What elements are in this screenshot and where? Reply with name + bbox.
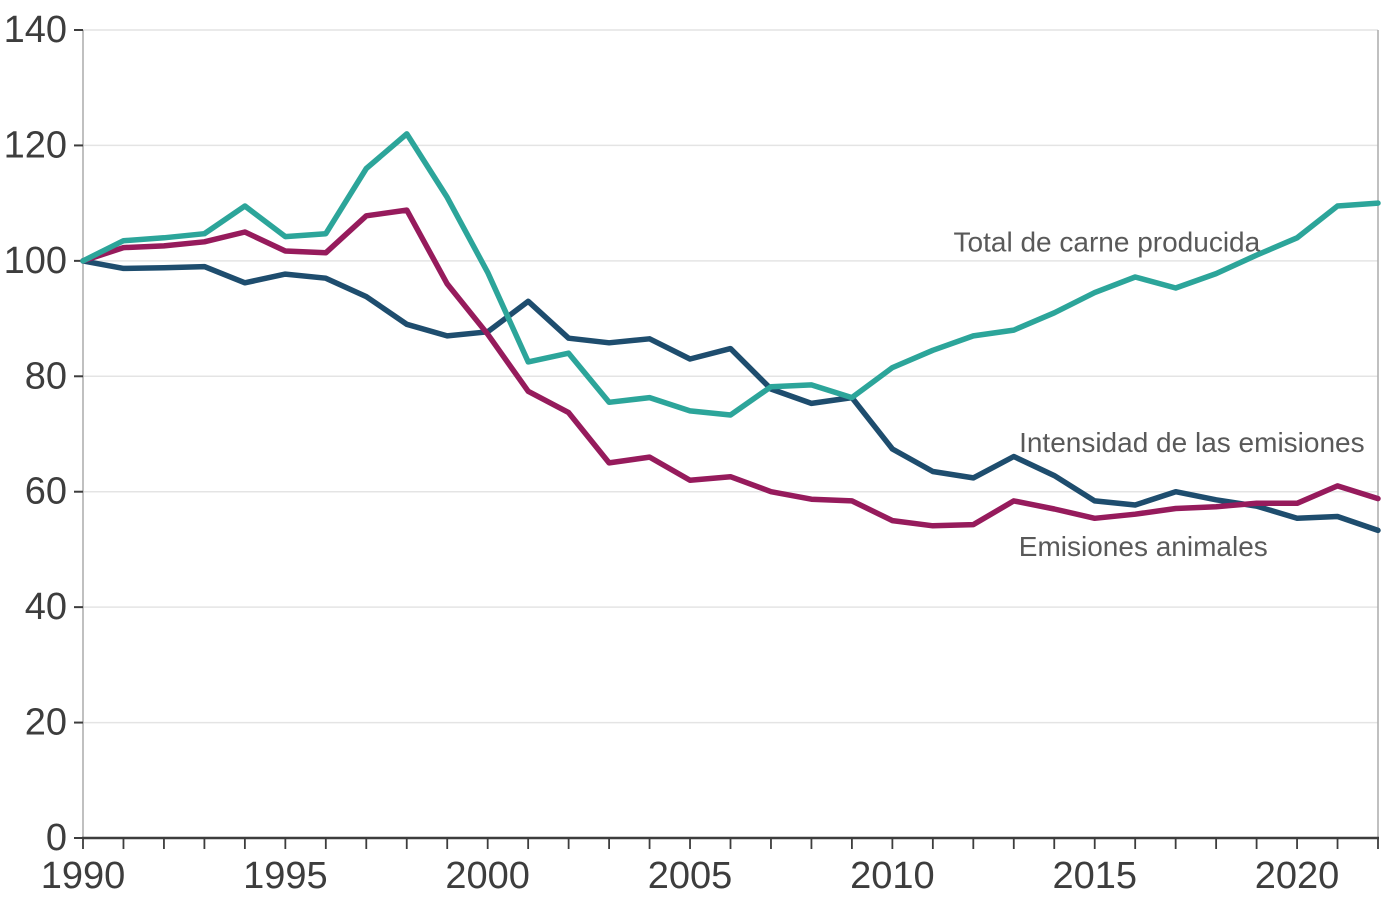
series-label-2: Emisiones animales bbox=[1019, 531, 1268, 562]
y-tick-label-100: 100 bbox=[4, 240, 67, 282]
y-tick-label-40: 40 bbox=[25, 586, 67, 628]
y-tick-label-140: 140 bbox=[4, 9, 67, 51]
y-tick-label-20: 20 bbox=[25, 702, 67, 744]
x-tick-label-1995: 1995 bbox=[243, 855, 328, 897]
x-tick-label-2020: 2020 bbox=[1255, 855, 1340, 897]
series-line-total-de-carne-producida bbox=[80, 131, 1381, 418]
series-label-0: Total de carne producida bbox=[954, 226, 1261, 257]
x-tick-label-2000: 2000 bbox=[445, 855, 530, 897]
y-tick-label-0: 0 bbox=[46, 817, 67, 859]
series-label-1: Intensidad de las emisiones bbox=[1019, 427, 1365, 458]
series-line-emisiones-animales bbox=[80, 207, 1381, 529]
y-tick-label-80: 80 bbox=[25, 355, 67, 397]
x-tick-label-2005: 2005 bbox=[648, 855, 733, 897]
x-tick-label-2015: 2015 bbox=[1052, 855, 1137, 897]
x-tick-label-2010: 2010 bbox=[850, 855, 935, 897]
y-tick-label-60: 60 bbox=[25, 471, 67, 513]
x-tick-label-1990: 1990 bbox=[41, 855, 126, 897]
y-tick-label-120: 120 bbox=[4, 124, 67, 166]
series-line-intensidad-de-las-emisiones bbox=[80, 258, 1381, 534]
